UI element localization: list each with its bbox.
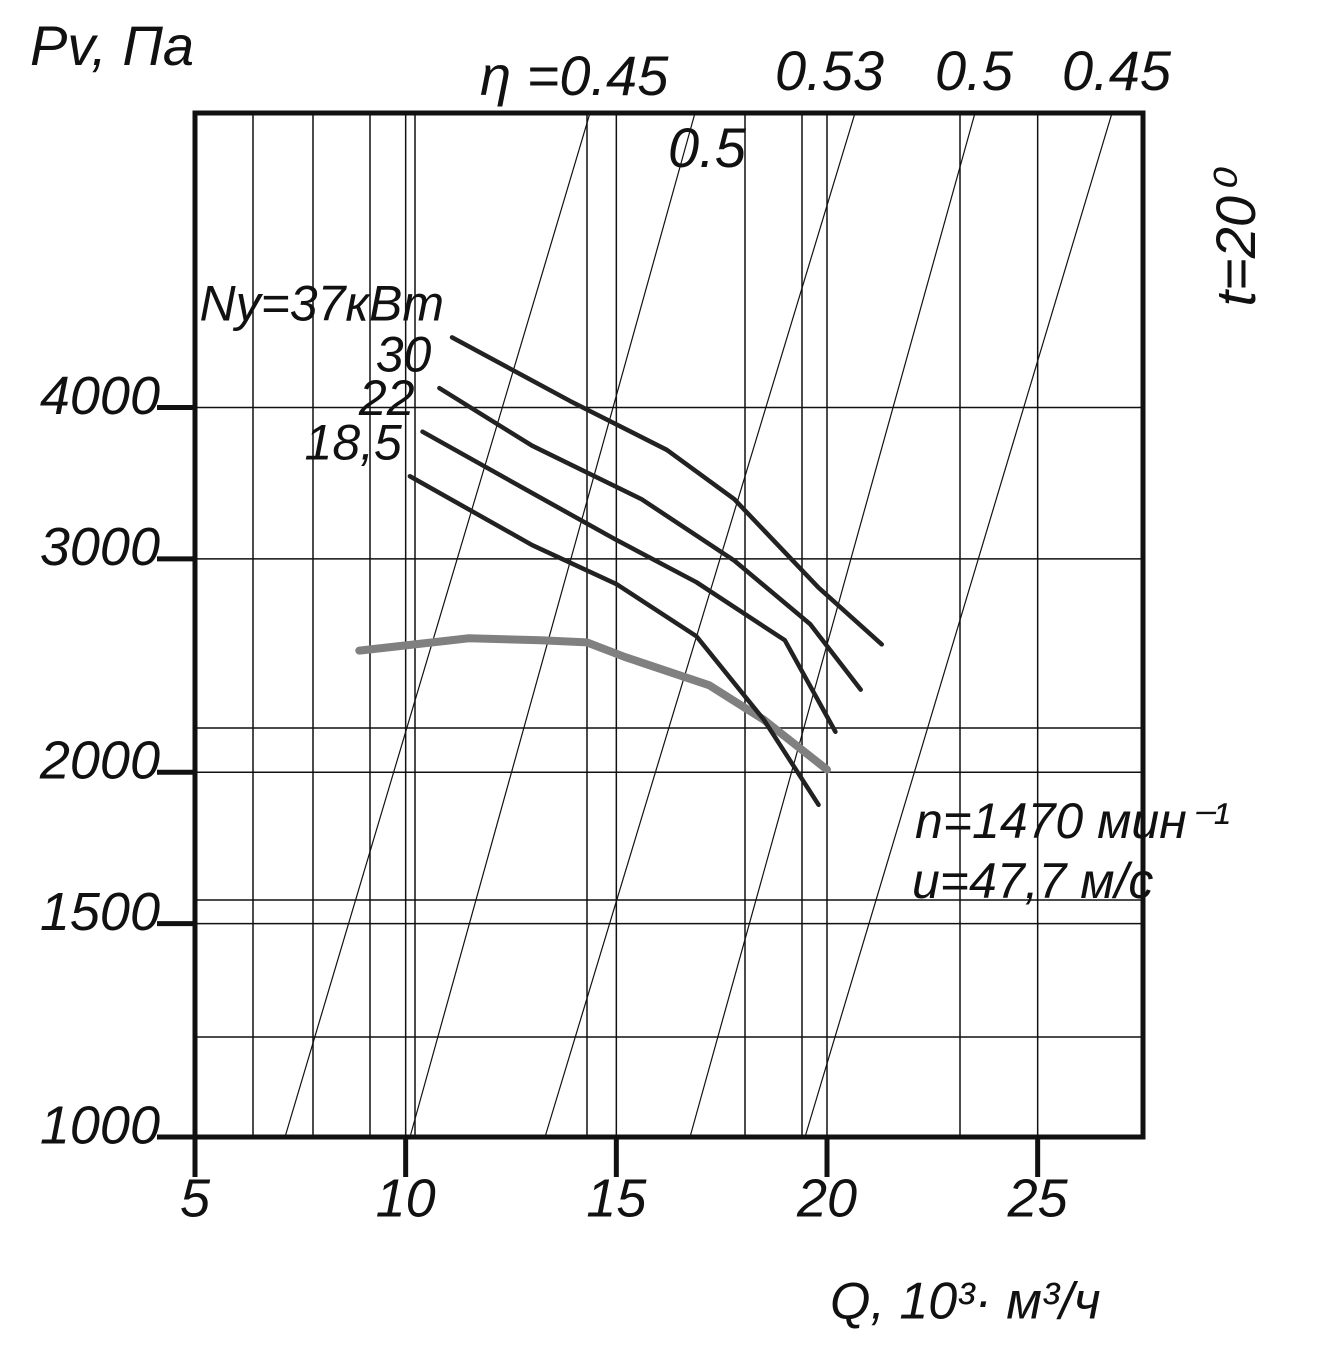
series-line <box>420 429 838 734</box>
eta-label: 0.45 <box>1062 39 1172 102</box>
extra-grid <box>195 113 1143 1137</box>
x-tick-label: 10 <box>376 1168 436 1228</box>
x-tick-label: 20 <box>796 1168 857 1228</box>
series-line <box>449 335 885 647</box>
velocity-label: u=47,7 м/с <box>912 853 1153 909</box>
x-tick-label: 5 <box>180 1168 211 1228</box>
series-label: 18,5 <box>305 414 403 470</box>
temperature-label: t=20⁰ <box>1204 166 1267 307</box>
efficiency-lines <box>284 112 1113 1138</box>
eta-label: η =0.45 <box>480 44 669 107</box>
x-axis-title: Q, 10³· м³/ч <box>830 1273 1101 1331</box>
eta-label: 0.5 <box>935 39 1014 102</box>
eta-line <box>284 112 591 1138</box>
plot-frame <box>192 110 1146 1140</box>
series-label: 22 <box>358 370 415 426</box>
y-tick-label: 1000 <box>40 1095 160 1155</box>
y-tick-label: 3000 <box>40 517 160 577</box>
eta-line <box>804 112 1113 1138</box>
eta-line <box>689 112 976 1138</box>
eta-line <box>409 112 696 1138</box>
series-label: Ny=37кВт <box>199 276 444 332</box>
speed-label: n=1470 мин⁻¹ <box>915 793 1230 849</box>
x-tick-label: 15 <box>586 1168 647 1228</box>
y-axis-title: Pv, Па <box>30 14 194 77</box>
y-tick-label: 2000 <box>39 731 160 791</box>
series-line <box>355 634 831 774</box>
x-tick-label: 25 <box>1007 1168 1069 1228</box>
series-label: 30 <box>376 326 432 382</box>
series-line <box>437 385 863 692</box>
eta-label: 0.53 <box>775 39 884 102</box>
eta-line <box>544 112 856 1138</box>
y-tick-label: 4000 <box>40 366 160 426</box>
eta-label: 0.5 <box>668 116 747 179</box>
series-line <box>407 474 821 808</box>
y-tick-label: 1500 <box>40 882 160 942</box>
